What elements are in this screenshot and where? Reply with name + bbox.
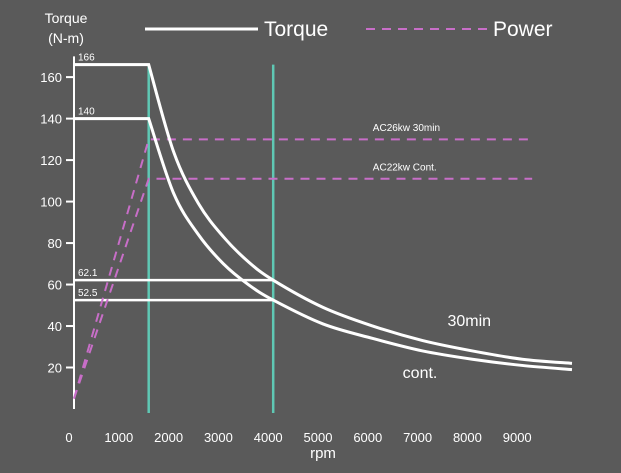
y-tick-label-140: 140 — [40, 112, 62, 127]
torque-line-cont — [74, 117, 573, 372]
y-axis-title-line2: (N-m) — [48, 30, 84, 46]
x-tick-label-8000: 8000 — [453, 430, 482, 445]
y-tick-label-60: 60 — [48, 278, 62, 293]
torque-line-30min — [74, 63, 573, 365]
y-tick-label-160: 160 — [40, 70, 62, 85]
y-tick-label-20: 20 — [48, 361, 62, 376]
power-series — [73, 138, 533, 399]
power-line-22kw — [73, 177, 533, 399]
y-tick-label-100: 100 — [40, 195, 62, 210]
ref-label-52.5: 52.5 — [78, 288, 98, 299]
x-tick-label-4000: 4000 — [254, 430, 283, 445]
ref-label-166: 166 — [78, 53, 95, 64]
chart-labels: AC26kw 30min AC22kw Cont. 30min cont. — [373, 123, 491, 382]
reference-lines: 166 140 62.1 52.5 — [74, 53, 275, 413]
annotation-2: 30min — [448, 313, 492, 330]
legend: Torque Power — [145, 18, 553, 41]
x-tick-label-9000: 9000 — [503, 430, 532, 445]
x-tick-label-7000: 7000 — [403, 430, 432, 445]
x-tick-label-2000: 2000 — [154, 430, 183, 445]
chart-axes: 20 40 60 80 100 120 140 160 0 1000 2000 3000 4000 500… — [40, 56, 532, 445]
ref-label-62.1: 62.1 — [78, 268, 98, 279]
y-axis-title-line1: Torque — [45, 10, 88, 26]
x-tick-label-3000: 3000 — [204, 430, 233, 445]
y-tick-label-120: 120 — [40, 153, 62, 168]
x-tick-label-1000: 1000 — [104, 430, 133, 445]
annotation-1: AC22kw Cont. — [373, 162, 437, 173]
annotation-3: cont. — [403, 365, 438, 382]
x-axis-title: rpm — [310, 445, 336, 462]
x-tick-label-6000: 6000 — [353, 430, 382, 445]
y-tick-label-40: 40 — [48, 319, 62, 334]
annotation-0: AC26kw 30min — [373, 123, 440, 134]
x-tick-label-0: 0 — [65, 430, 72, 445]
torque-series — [74, 63, 573, 372]
ref-label-140: 140 — [78, 107, 95, 118]
legend-power-label: Power — [493, 18, 553, 41]
legend-torque-label: Torque — [264, 18, 328, 41]
x-tick-label-5000: 5000 — [304, 430, 333, 445]
y-tick-label-80: 80 — [48, 236, 62, 251]
